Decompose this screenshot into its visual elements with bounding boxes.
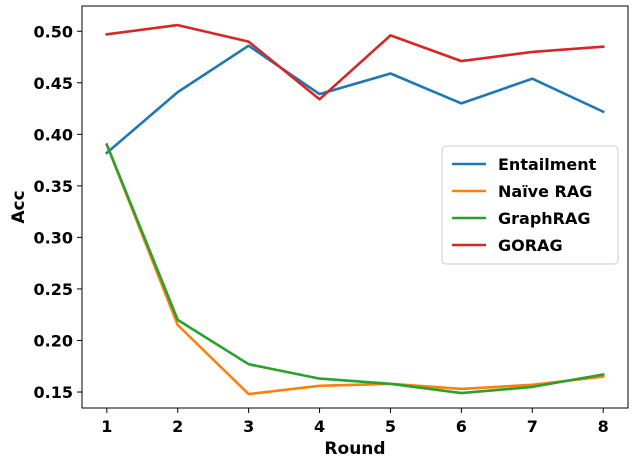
series-line-na-ve-rag	[105, 142, 605, 396]
x-tick-label: 4	[314, 417, 325, 436]
legend-label: GraphRAG	[498, 209, 591, 228]
x-tick-label: 5	[385, 417, 396, 436]
x-axis-ticks: 1 2 3 4 5 6 7 8	[101, 408, 609, 436]
legend-box	[441, 145, 619, 265]
series-lines	[104, 23, 605, 396]
y-tick-label: 0.45	[34, 74, 73, 93]
x-axis-label: Round	[324, 439, 385, 459]
y-axis-ticks: 0.15 0.20 0.25 0.30 0.35 0.40 0.45 0.50	[34, 22, 82, 402]
legend-label: Entailment	[498, 155, 597, 174]
y-tick-label: 0.25	[34, 280, 73, 299]
x-tick-label: 2	[172, 417, 183, 436]
x-tick-label: 8	[598, 417, 609, 436]
x-tick-label: 6	[456, 417, 467, 436]
y-tick-label: 0.20	[34, 331, 73, 350]
y-tick-label: 0.50	[34, 22, 73, 41]
y-tick-label: 0.30	[34, 228, 73, 247]
y-tick-label: 0.40	[34, 125, 73, 144]
x-tick-label: 7	[527, 417, 538, 436]
y-tick-label: 0.15	[34, 383, 73, 402]
y-axis-label: Acc	[9, 190, 29, 223]
y-tick-label: 0.35	[34, 177, 73, 196]
x-tick-label: 1	[101, 417, 112, 436]
plot-frame	[81, 5, 629, 409]
series-line-gorag	[105, 23, 605, 101]
legend: Entailment Naïve RAG GraphRAG GORAG	[441, 145, 619, 265]
x-tick-label: 3	[243, 417, 254, 436]
legend-label: GORAG	[498, 236, 563, 255]
series-line-entailment	[104, 44, 605, 155]
legend-label: Naïve RAG	[498, 182, 592, 201]
series-line-graphrag	[105, 142, 605, 395]
